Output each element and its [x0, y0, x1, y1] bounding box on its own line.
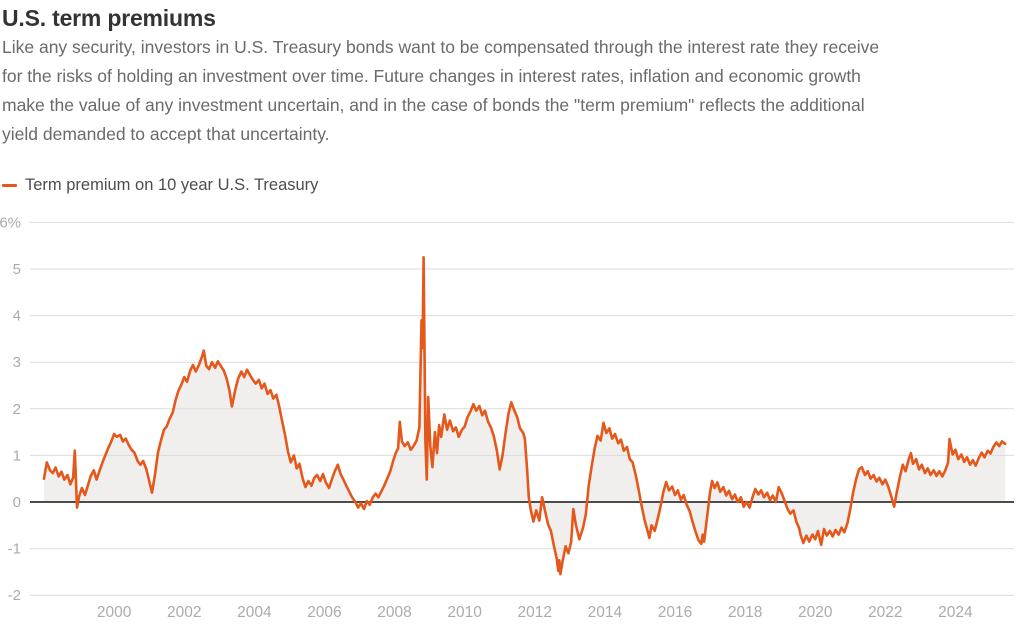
y-tick-label: 2 [13, 401, 21, 418]
description-line: for the risks of holding an investment o… [2, 66, 861, 86]
x-tick-label: 2024 [938, 604, 973, 621]
x-tick-label: 2016 [658, 604, 692, 621]
x-tick-label: 2012 [518, 604, 552, 621]
x-tick-label: 2000 [97, 604, 132, 621]
y-tick-label: 4 [13, 308, 21, 325]
y-tick-label: 0 [13, 494, 21, 511]
x-tick-label: 2014 [588, 604, 623, 621]
description-line: make the value of any investment uncerta… [2, 95, 865, 115]
legend: Term premium on 10 year U.S. Treasury [2, 176, 318, 195]
description-line: yield demanded to accept that uncertaint… [2, 124, 330, 144]
term-premium-area [44, 257, 1006, 575]
page-title: U.S. term premiums [2, 5, 216, 31]
term-premium-line [42, 256, 1007, 576]
x-tick-label: 2020 [798, 604, 833, 621]
y-tick-label: 1 [13, 447, 21, 464]
x-tick-label: 2002 [167, 604, 201, 621]
description-line: Like any security, investors in U.S. Tre… [2, 37, 880, 57]
y-tick-label: -2 [8, 587, 21, 604]
y-tick-label: 3 [13, 354, 21, 371]
chart-description: Like any security, investors in U.S. Tre… [2, 33, 1022, 149]
y-tick-label: 5 [13, 261, 21, 278]
x-tick-label: 2010 [447, 604, 482, 621]
y-tick-label: -1 [8, 541, 21, 558]
x-tick-label: 2022 [868, 604, 902, 621]
x-tick-label: 2006 [307, 604, 341, 621]
x-tick-label: 2018 [728, 604, 762, 621]
y-tick-label: 6% [0, 214, 21, 231]
x-tick-label: 2004 [237, 604, 272, 621]
x-tick-label: 2008 [377, 604, 411, 621]
legend-label: Term premium on 10 year U.S. Treasury [25, 176, 319, 194]
legend-line-swatch-icon [2, 183, 17, 188]
